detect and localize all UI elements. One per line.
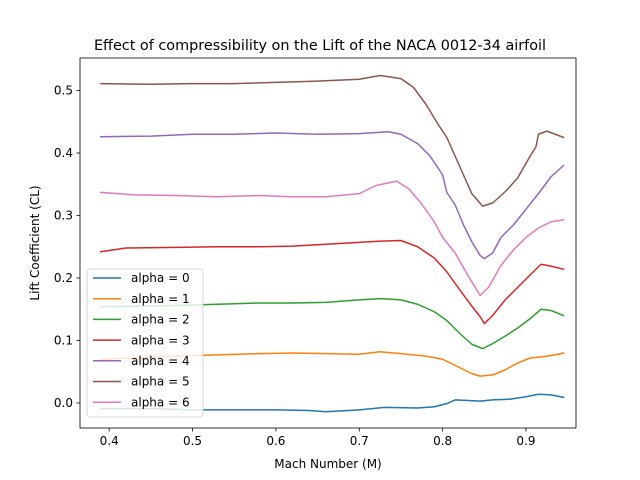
series-line-alpha-4 bbox=[100, 131, 565, 260]
legend-label: alpha = 1 bbox=[131, 292, 190, 306]
chart-title: Effect of compressibility on the Lift of… bbox=[94, 38, 546, 54]
series-line-alpha-6 bbox=[100, 180, 565, 297]
legend-label: alpha = 2 bbox=[131, 313, 190, 327]
series-line-alpha-0 bbox=[100, 393, 565, 413]
legend-label: alpha = 5 bbox=[131, 375, 190, 389]
legend-frame bbox=[86, 268, 204, 418]
x-axis-ticks: 0.4 0.5 0.6 0.7 0.8 0.9 bbox=[100, 428, 536, 448]
x-tick-label: 0.7 bbox=[350, 434, 369, 448]
y-tick-label: 0.3 bbox=[54, 209, 73, 223]
plot-frame bbox=[79, 57, 577, 429]
y-tick-label: 0.2 bbox=[54, 271, 73, 285]
y-axis-ticks: 0.0 0.1 0.2 0.3 0.4 0.5 bbox=[54, 84, 80, 410]
x-tick-label: 0.5 bbox=[183, 434, 202, 448]
y-tick-label: 0.4 bbox=[54, 146, 73, 160]
x-tick-label: 0.8 bbox=[433, 434, 452, 448]
x-tick-label: 0.6 bbox=[266, 434, 285, 448]
y-axis-label: Lift Coefficient (CL) bbox=[28, 185, 42, 300]
y-tick-label: 0.1 bbox=[54, 334, 73, 348]
x-tick-label: 0.4 bbox=[100, 434, 119, 448]
y-tick-label: 0.5 bbox=[54, 84, 73, 98]
series-line-alpha-2 bbox=[100, 297, 565, 350]
series-layer bbox=[99, 74, 565, 413]
legend: alpha = 0 alpha = 1 alpha = 2 alpha = 3 alph… bbox=[86, 268, 204, 418]
legend-items: alpha = 0 alpha = 1 alpha = 2 alpha = 3 alph… bbox=[93, 271, 190, 409]
legend-label: alpha = 6 bbox=[131, 395, 190, 409]
x-tick-label: 0.9 bbox=[516, 434, 535, 448]
legend-label: alpha = 3 bbox=[131, 333, 190, 347]
y-tick-label: 0.0 bbox=[54, 396, 73, 410]
legend-label: alpha = 4 bbox=[131, 354, 190, 368]
legend-label: alpha = 0 bbox=[131, 271, 190, 285]
series-line-alpha-1 bbox=[100, 351, 565, 377]
x-axis-label: Mach Number (M) bbox=[274, 457, 381, 471]
series-line-alpha-3 bbox=[99, 239, 565, 325]
series-line-alpha-5 bbox=[100, 74, 565, 207]
